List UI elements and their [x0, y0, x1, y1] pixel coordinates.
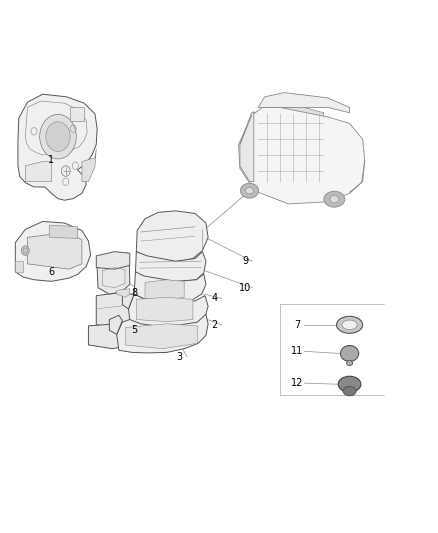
Circle shape — [40, 114, 76, 159]
Ellipse shape — [343, 386, 356, 396]
Text: 4: 4 — [212, 293, 218, 303]
Ellipse shape — [246, 188, 253, 194]
Ellipse shape — [336, 317, 363, 333]
Ellipse shape — [346, 360, 353, 366]
Polygon shape — [49, 225, 78, 238]
Circle shape — [21, 246, 29, 255]
Polygon shape — [110, 316, 122, 334]
Text: 1: 1 — [48, 156, 54, 165]
Polygon shape — [96, 252, 130, 269]
Polygon shape — [136, 211, 208, 262]
Polygon shape — [15, 221, 91, 281]
Polygon shape — [239, 108, 365, 204]
Polygon shape — [88, 324, 130, 349]
Circle shape — [46, 122, 70, 151]
Text: 12: 12 — [291, 378, 304, 388]
Polygon shape — [135, 252, 206, 282]
Text: 7: 7 — [294, 320, 300, 330]
Polygon shape — [258, 93, 350, 113]
Polygon shape — [128, 294, 208, 327]
Ellipse shape — [324, 191, 345, 207]
Polygon shape — [136, 297, 193, 321]
Ellipse shape — [330, 196, 339, 203]
Polygon shape — [122, 294, 134, 309]
Text: 8: 8 — [131, 288, 137, 298]
Polygon shape — [117, 314, 208, 353]
Polygon shape — [254, 103, 323, 192]
Polygon shape — [15, 261, 23, 272]
Ellipse shape — [340, 345, 359, 361]
Polygon shape — [240, 112, 254, 182]
Polygon shape — [82, 149, 96, 182]
Polygon shape — [97, 262, 130, 294]
Polygon shape — [125, 324, 197, 349]
Text: 11: 11 — [291, 346, 304, 357]
Polygon shape — [145, 280, 184, 301]
Polygon shape — [28, 232, 82, 269]
Ellipse shape — [240, 183, 258, 198]
Text: 9: 9 — [242, 256, 248, 266]
Polygon shape — [134, 272, 206, 304]
Polygon shape — [25, 161, 51, 182]
Polygon shape — [70, 108, 84, 120]
Polygon shape — [117, 289, 130, 297]
Polygon shape — [18, 94, 97, 200]
Text: 6: 6 — [48, 267, 54, 277]
Text: 5: 5 — [131, 325, 137, 335]
Text: 10: 10 — [239, 282, 251, 293]
Text: 2: 2 — [212, 320, 218, 330]
Text: 3: 3 — [177, 352, 183, 361]
Polygon shape — [96, 293, 132, 327]
Ellipse shape — [338, 376, 361, 392]
Ellipse shape — [342, 320, 357, 329]
